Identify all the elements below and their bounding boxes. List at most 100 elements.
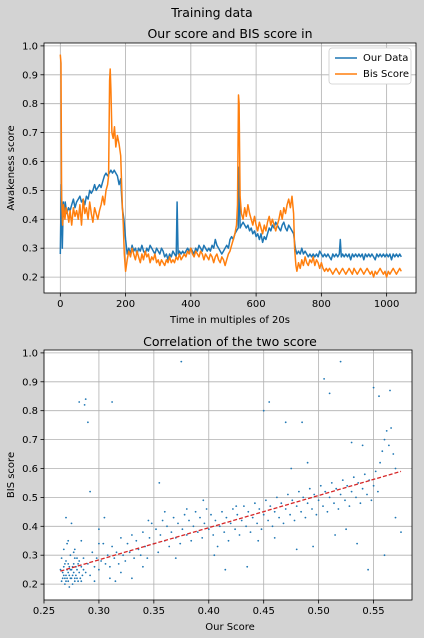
scatter-point [111, 401, 113, 403]
scatter-point [317, 499, 320, 502]
scatter-point [161, 519, 164, 522]
scatter-plot-area [44, 350, 412, 600]
scatter-point [238, 534, 241, 536]
time-series-y-tick-label: 0.6 [22, 157, 38, 168]
scatter-y-tick-label: 0.2 [22, 580, 38, 591]
scatter-point [168, 545, 171, 548]
scatter-point [180, 360, 183, 363]
scatter-x-tick-label: 0.40 [198, 606, 220, 617]
scatter-point [113, 557, 116, 559]
scatter-point [372, 484, 375, 487]
scatter-point [67, 539, 70, 542]
scatter-point [79, 577, 82, 580]
scatter-point [72, 551, 75, 554]
scatter-point [75, 574, 77, 577]
scatter-point [117, 563, 120, 565]
scatter-point [77, 563, 79, 565]
scatter-point [72, 571, 75, 574]
scatter-point [181, 528, 184, 531]
scatter-point [267, 519, 269, 522]
scatter-point [282, 522, 285, 525]
scatter-point [93, 565, 96, 568]
scatter-point [326, 510, 329, 513]
scatter-point [185, 534, 188, 536]
scatter-point [147, 519, 150, 522]
scatter-point [350, 490, 353, 493]
scatter-point [68, 586, 71, 588]
scatter-title: Correlation of the two score [143, 334, 317, 349]
scatter-point [89, 574, 91, 577]
scatter-y-label: BIS score [6, 452, 17, 498]
scatter-point [98, 568, 100, 571]
series-line-our-data [59, 166, 402, 261]
scatter-point [246, 565, 249, 568]
scatter-point [196, 531, 199, 533]
scatter-point [174, 557, 177, 559]
scatter-point [62, 548, 65, 551]
scatter-point [111, 545, 113, 548]
scatter-point [350, 441, 353, 444]
scatter-y-tick-label: 0.9 [22, 377, 38, 388]
scatter-point [374, 470, 377, 473]
scatter-point [313, 493, 316, 496]
scatter-point [124, 560, 127, 562]
scatter-point [359, 502, 362, 505]
scatter-point [70, 522, 73, 525]
scatter-point [68, 574, 71, 577]
scatter-point [82, 557, 85, 559]
scatter-point [284, 421, 287, 424]
scatter-point [304, 516, 307, 519]
scatter-point [260, 528, 263, 531]
scatter-point [66, 542, 68, 545]
scatter-point [372, 386, 375, 389]
scatter-point [311, 508, 313, 510]
scatter-point [73, 580, 76, 583]
scatter-point [370, 499, 373, 502]
scatter-point [361, 444, 364, 447]
scatter-point [183, 513, 186, 516]
scatter-x-tick-label: 0.35 [143, 606, 165, 617]
scatter-point [218, 525, 221, 528]
scatter-point [148, 537, 151, 539]
scatter-point [64, 563, 66, 565]
scatter-point [378, 395, 380, 398]
scatter-point [135, 539, 138, 542]
legend-label-bis-score: Bis Score [363, 69, 409, 80]
series-line-bis-score [59, 54, 402, 278]
scatter-point [323, 378, 325, 380]
scatter-point [235, 505, 238, 507]
time-series-legend: Our Data Bis Score [328, 47, 412, 85]
scatter-point [190, 539, 193, 542]
scatter-point [328, 392, 331, 395]
scatter-point [61, 571, 64, 574]
scatter-point [254, 502, 256, 505]
scatter-point [60, 580, 63, 583]
scatter-point [322, 505, 324, 507]
scatter-point [223, 531, 226, 533]
scatter-point [295, 548, 298, 551]
scatter-point [306, 502, 309, 505]
scatter-point [273, 537, 276, 539]
scatter-point [381, 450, 384, 453]
scatter-point [258, 508, 261, 510]
scatter-point [78, 560, 81, 562]
scatter-point [269, 505, 272, 507]
scatter-x-tick-label: 0.50 [307, 606, 329, 617]
scatter-point [363, 473, 366, 476]
scatter-point [64, 583, 66, 585]
scatter-point [341, 479, 344, 481]
time-series-x-tick-label: 600 [247, 299, 266, 310]
scatter-point [78, 571, 81, 574]
scatter-point [214, 519, 217, 522]
scatter-point [298, 490, 300, 493]
scatter-point [256, 522, 258, 525]
scatter-point [128, 551, 131, 554]
scatter-point [194, 510, 197, 513]
scatter-point [188, 519, 190, 522]
scatter-point [76, 577, 78, 580]
scatter-y-tick-label: 0.4 [22, 522, 38, 533]
scatter-point [199, 516, 201, 519]
scatter-point [232, 508, 234, 510]
scatter-point [71, 574, 74, 577]
scatter-point [344, 499, 346, 502]
